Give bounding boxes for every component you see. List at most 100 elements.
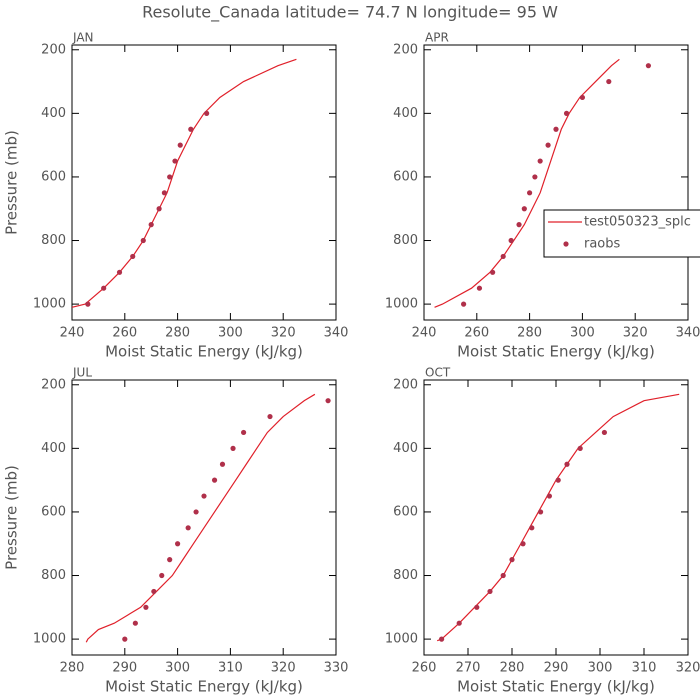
raob-point bbox=[508, 237, 514, 244]
x-tick-label: 300 bbox=[588, 661, 613, 676]
raob-point bbox=[532, 174, 538, 180]
x-axis-label: Moist Static Energy (kJ/kg) bbox=[457, 343, 655, 361]
x-tick-label: 320 bbox=[271, 661, 296, 676]
y-axis-label: Pressure (mb) bbox=[3, 465, 21, 570]
x-tick-label: 300 bbox=[218, 326, 243, 341]
x-tick-label: 320 bbox=[676, 661, 700, 676]
y-tick-label: 1000 bbox=[33, 632, 66, 647]
raob-point bbox=[159, 572, 165, 579]
panel-title: JUL bbox=[72, 366, 92, 380]
panel-title: JAN bbox=[72, 31, 94, 45]
raob-point bbox=[563, 110, 570, 116]
raob-point bbox=[140, 237, 146, 244]
y-tick-label: 400 bbox=[41, 106, 66, 121]
y-tick-label: 1000 bbox=[33, 297, 66, 312]
raob-point bbox=[325, 398, 331, 404]
raob-point bbox=[538, 509, 544, 515]
raob-point bbox=[545, 142, 551, 148]
raob-point bbox=[219, 461, 226, 467]
raob-point bbox=[148, 222, 154, 228]
raob-point bbox=[161, 190, 167, 196]
y-tick-label: 800 bbox=[393, 233, 418, 248]
x-tick-label: 280 bbox=[517, 326, 542, 341]
raob-point bbox=[143, 604, 149, 610]
raob-point bbox=[193, 509, 199, 515]
raob-point bbox=[116, 269, 123, 275]
x-tick-label: 260 bbox=[464, 326, 489, 341]
raob-point bbox=[500, 572, 506, 579]
raob-point bbox=[645, 63, 652, 69]
x-tick-label: 240 bbox=[60, 326, 85, 341]
x-tick-label: 310 bbox=[632, 661, 657, 676]
x-axis-label: Moist Static Energy (kJ/kg) bbox=[105, 343, 303, 361]
raob-point bbox=[555, 477, 561, 483]
raob-point bbox=[267, 413, 273, 420]
x-tick-label: 270 bbox=[456, 661, 481, 676]
legend-box bbox=[543, 209, 700, 258]
plot-frame bbox=[71, 379, 337, 656]
legend-label: test050323_splc bbox=[584, 215, 691, 230]
model-line bbox=[85, 393, 316, 643]
plot-frame bbox=[71, 44, 337, 321]
x-tick-label: 340 bbox=[324, 326, 349, 341]
x-tick-label: 300 bbox=[570, 326, 595, 341]
figure-title: Resolute_Canada latitude= 74.7 N longitu… bbox=[142, 3, 558, 23]
raob-point bbox=[167, 174, 173, 180]
raob-point bbox=[122, 636, 128, 642]
raob-point bbox=[230, 445, 236, 451]
raob-point bbox=[476, 285, 483, 291]
y-tick-label: 800 bbox=[393, 568, 418, 583]
raob-point bbox=[577, 445, 583, 451]
x-tick-label: 330 bbox=[324, 661, 349, 676]
y-tick-label: 600 bbox=[41, 504, 66, 519]
raob-point bbox=[579, 94, 586, 101]
x-tick-label: 240 bbox=[412, 326, 437, 341]
raob-point bbox=[500, 253, 506, 260]
raob-point bbox=[509, 557, 515, 563]
raob-point bbox=[474, 604, 480, 610]
x-tick-label: 260 bbox=[412, 661, 437, 676]
raob-point bbox=[529, 525, 535, 531]
x-tick-label: 280 bbox=[60, 661, 85, 676]
x-tick-label: 290 bbox=[544, 661, 569, 676]
y-tick-label: 1000 bbox=[385, 632, 418, 647]
y-tick-label: 600 bbox=[393, 504, 418, 519]
raob-point bbox=[85, 301, 91, 307]
y-tick-label: 600 bbox=[41, 169, 66, 184]
raob-point bbox=[151, 588, 157, 595]
raob-point bbox=[537, 158, 543, 164]
y-tick-label: 400 bbox=[41, 441, 66, 456]
plot-frame bbox=[423, 44, 689, 321]
panel-title: APR bbox=[425, 31, 449, 45]
model-line bbox=[436, 393, 680, 642]
raob-point bbox=[132, 620, 138, 626]
raob-point bbox=[487, 588, 493, 595]
raob-point bbox=[553, 126, 559, 132]
raob-point bbox=[456, 620, 462, 626]
y-tick-label: 200 bbox=[41, 42, 66, 57]
y-tick-label: 1000 bbox=[385, 297, 418, 312]
raob-point bbox=[177, 142, 183, 148]
legend-marker bbox=[563, 241, 569, 247]
y-tick-label: 200 bbox=[41, 377, 66, 392]
raob-point bbox=[185, 525, 191, 531]
raob-point bbox=[527, 190, 533, 196]
x-tick-label: 320 bbox=[271, 326, 296, 341]
x-tick-label: 280 bbox=[165, 326, 190, 341]
y-tick-label: 400 bbox=[393, 441, 418, 456]
raob-point bbox=[546, 493, 553, 499]
x-tick-label: 280 bbox=[500, 661, 525, 676]
x-tick-label: 320 bbox=[623, 326, 648, 341]
legend-label: raobs bbox=[584, 237, 621, 252]
raob-point bbox=[101, 285, 107, 291]
raob-point bbox=[201, 493, 207, 499]
raob-point bbox=[520, 541, 526, 547]
raob-point bbox=[439, 636, 445, 642]
raob-point bbox=[156, 206, 162, 212]
raob-point bbox=[521, 206, 527, 212]
x-tick-label: 300 bbox=[165, 661, 190, 676]
raob-point bbox=[175, 541, 181, 547]
raob-point bbox=[172, 158, 178, 164]
raob-point bbox=[516, 222, 522, 228]
